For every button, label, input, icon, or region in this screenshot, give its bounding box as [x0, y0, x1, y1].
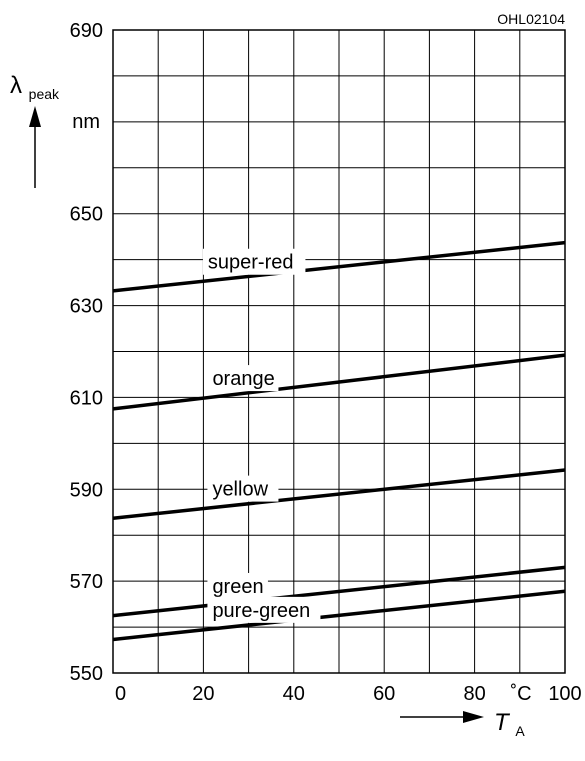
y-axis-unit: nm [72, 111, 100, 133]
series-line [112, 353, 566, 411]
series-lines [112, 240, 566, 642]
series-line [112, 589, 566, 642]
chart-code: OHL02104 [497, 11, 565, 27]
series-label-bg [207, 596, 321, 623]
series-label-bg [207, 572, 268, 599]
series-line [112, 240, 566, 293]
series-label: super-red [208, 252, 294, 274]
x-axis-symbol: T A [494, 709, 525, 739]
x-tick-label: 100 [548, 683, 581, 705]
series-label-bg [207, 475, 279, 502]
x-tick-label: 0 [115, 683, 126, 705]
x-tick-label: 80 [463, 683, 485, 705]
y-tick-label: 690 [70, 20, 103, 42]
series-label: green [212, 576, 263, 598]
y-tick-label: 590 [70, 479, 103, 501]
series-label-bg [207, 365, 279, 392]
series-line [112, 565, 566, 618]
y-tick-label: 550 [70, 663, 103, 685]
series-label: yellow [212, 479, 268, 501]
plot-frame [112, 29, 566, 674]
series-label: pure-green [212, 600, 310, 622]
y-tick-label: 650 [70, 204, 103, 226]
y-axis-arrow [29, 106, 41, 188]
series-label-bg [202, 248, 306, 275]
x-axis-arrow [400, 711, 484, 723]
y-tick-label: 610 [70, 387, 103, 409]
grid [112, 29, 566, 674]
x-tick-label: 20 [192, 683, 214, 705]
x-axis-unit: ˚C [510, 683, 531, 705]
x-tick-label: 60 [373, 683, 395, 705]
series-line [112, 468, 566, 520]
x-tick-label: 40 [283, 683, 305, 705]
y-tick-label: 570 [70, 571, 103, 593]
y-tick-label: 630 [70, 296, 103, 318]
tick-labels: 550 570 590 610 630 650 690 0 20 40 60 80 100 [70, 20, 582, 705]
series-label: orange [212, 368, 274, 390]
y-axis-symbol: λ peak [10, 72, 60, 102]
